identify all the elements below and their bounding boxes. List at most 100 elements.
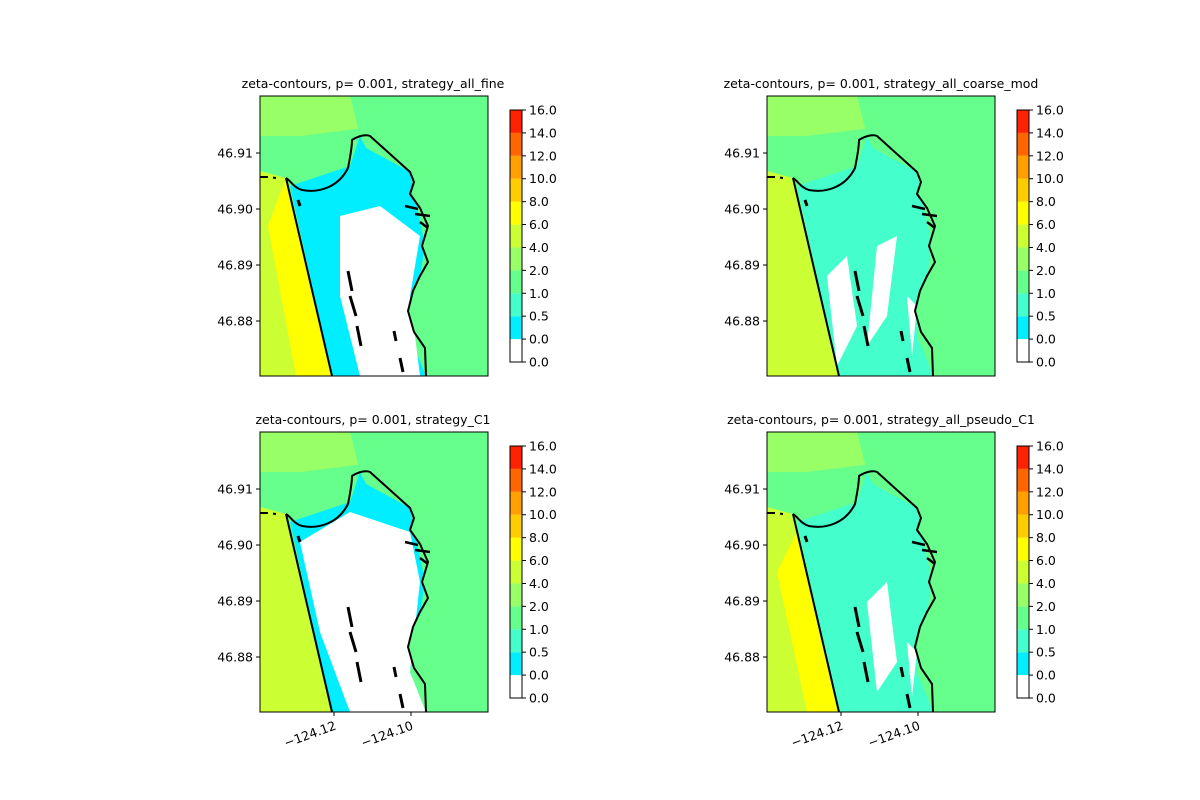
subplot-title: zeta-contours, p= 0.001, strategy_all_fi… [242,76,505,91]
colorbar-segment [510,247,522,271]
colorbar-tick-label: 8.0 [1036,194,1056,209]
colorbar-tick-label: 6.0 [529,217,549,232]
colorbar-tick-label: 14.0 [529,461,557,476]
colorbar-tick-label: 16.0 [529,439,557,454]
colorbar-tick-label: 10.0 [1036,171,1064,186]
x-tick-label: −124.10 [359,718,415,751]
colorbar-tick-label: 2.0 [1036,263,1056,278]
colorbar-segment [510,491,522,515]
colorbar-tick-label: 1.0 [1036,286,1056,301]
colorbar-tick-label: 0.0 [529,355,549,370]
colorbar-tick-label: 14.0 [1036,461,1064,476]
colorbar-segment [510,468,522,492]
colorbar-tick-label: 8.0 [1036,530,1056,545]
colorbar-tick-label: 0.0 [1036,355,1056,370]
colorbar-segment [510,606,522,630]
colorbar-segment [510,178,522,202]
colorbar-segment [1017,155,1029,179]
y-tick-label: 46.89 [217,258,253,273]
map-axes [766,431,996,713]
colorbar-segment [1017,514,1029,538]
map-axes [766,95,996,377]
colorbar-tick-label: 0.0 [1036,691,1056,706]
colorbar-tick-label: 16.0 [529,103,557,118]
colorbar-tick-label: 12.0 [1036,484,1064,499]
colorbar-tick-label: 1.0 [529,622,549,637]
colorbar-tick-label: 12.0 [529,484,557,499]
colorbar-frame [509,109,523,363]
subplot-title: zeta-contours, p= 0.001, strategy_all_co… [724,76,1039,91]
subplot-title: zeta-contours, p= 0.001, strategy_C1 [255,412,490,427]
colorbar-segment [510,155,522,179]
colorbar-segment [510,224,522,248]
x-tick-label: −124.12 [282,718,338,751]
colorbar-segment [1017,446,1029,469]
y-tick-label: 46.90 [724,202,760,217]
colorbar-tick-label: 1.0 [1036,622,1056,637]
colorbar-tick-label: 1.0 [529,286,549,301]
colorbar-tick-label: 8.0 [529,530,549,545]
colorbar-tick-label: 8.0 [529,194,549,209]
y-tick-label: 46.88 [217,314,253,329]
subplot-c1: zeta-contours, p= 0.001, strategy_C1 [255,412,491,713]
y-tick-label: 46.91 [217,146,253,161]
colorbar-segment [1017,178,1029,202]
colorbar-segment [510,110,522,133]
colorbar-frame [509,445,523,699]
colorbar-tick-label: 0.0 [1036,668,1056,683]
colorbar-tick-label: 16.0 [1036,439,1064,454]
colorbar-segment [510,316,522,340]
colorbar-segment [510,652,522,676]
colorbar-segment [510,293,522,317]
colorbar-tick-label: 12.0 [1036,148,1064,163]
y-tick-label: 46.89 [724,258,760,273]
colorbar-segment [1017,339,1029,362]
y-tick-label: 46.90 [217,202,253,217]
colorbar-segment [1017,247,1029,271]
y-tick-label: 46.89 [217,594,253,609]
colorbar-segment [510,270,522,294]
colorbar-tick-label: 4.0 [1036,576,1056,591]
colorbar-tick-label: 6.0 [529,553,549,568]
y-tick-label: 46.91 [217,482,253,497]
colorbar-tick-label: 0.0 [529,691,549,706]
colorbar-segment [510,339,522,362]
colorbar-segment [1017,606,1029,630]
map-axes [259,431,489,713]
colorbar-tick-label: 0.5 [529,309,549,324]
colorbar-segment [1017,560,1029,584]
subplot-all-pseudo-c1: zeta-contours, p= 0.001, strategy_all_ps… [727,412,1035,713]
x-tick-label: −124.10 [866,718,922,751]
colorbar-tick-label: 4.0 [529,576,549,591]
colorbar-tick-label: 2.0 [529,599,549,614]
colorbar-segment [1017,629,1029,653]
colorbar-tick-label: 4.0 [529,240,549,255]
colorbar-segment [1017,491,1029,515]
colorbar-tick-label: 10.0 [529,171,557,186]
colorbar-tick-label: 14.0 [1036,125,1064,140]
colorbar-tick-label: 0.5 [529,645,549,660]
y-tick-label: 46.91 [724,482,760,497]
colorbar-tick-label: 2.0 [529,263,549,278]
colorbar-segment [510,132,522,156]
y-tick-label: 46.91 [724,146,760,161]
colorbar-tick-label: 12.0 [529,148,557,163]
y-tick-label: 46.90 [217,538,253,553]
colorbar-segment [510,537,522,561]
y-tick-label: 46.88 [724,314,760,329]
y-tick-label: 46.89 [724,594,760,609]
colorbar-frame [1016,109,1030,363]
colorbar-segment [510,514,522,538]
colorbar-segment [1017,675,1029,698]
colorbar-tick-label: 0.0 [529,332,549,347]
colorbar-tick-label: 6.0 [1036,553,1056,568]
colorbar-segment [1017,270,1029,294]
colorbar-segment [1017,224,1029,248]
colorbar-segment [510,675,522,698]
colorbar-frame [1016,445,1030,699]
colorbar-tick-label: 4.0 [1036,240,1056,255]
subplot-all-coarse-mod: zeta-contours, p= 0.001, strategy_all_co… [724,76,1039,377]
y-tick-label: 46.88 [217,650,253,665]
y-tick-label: 46.90 [724,538,760,553]
